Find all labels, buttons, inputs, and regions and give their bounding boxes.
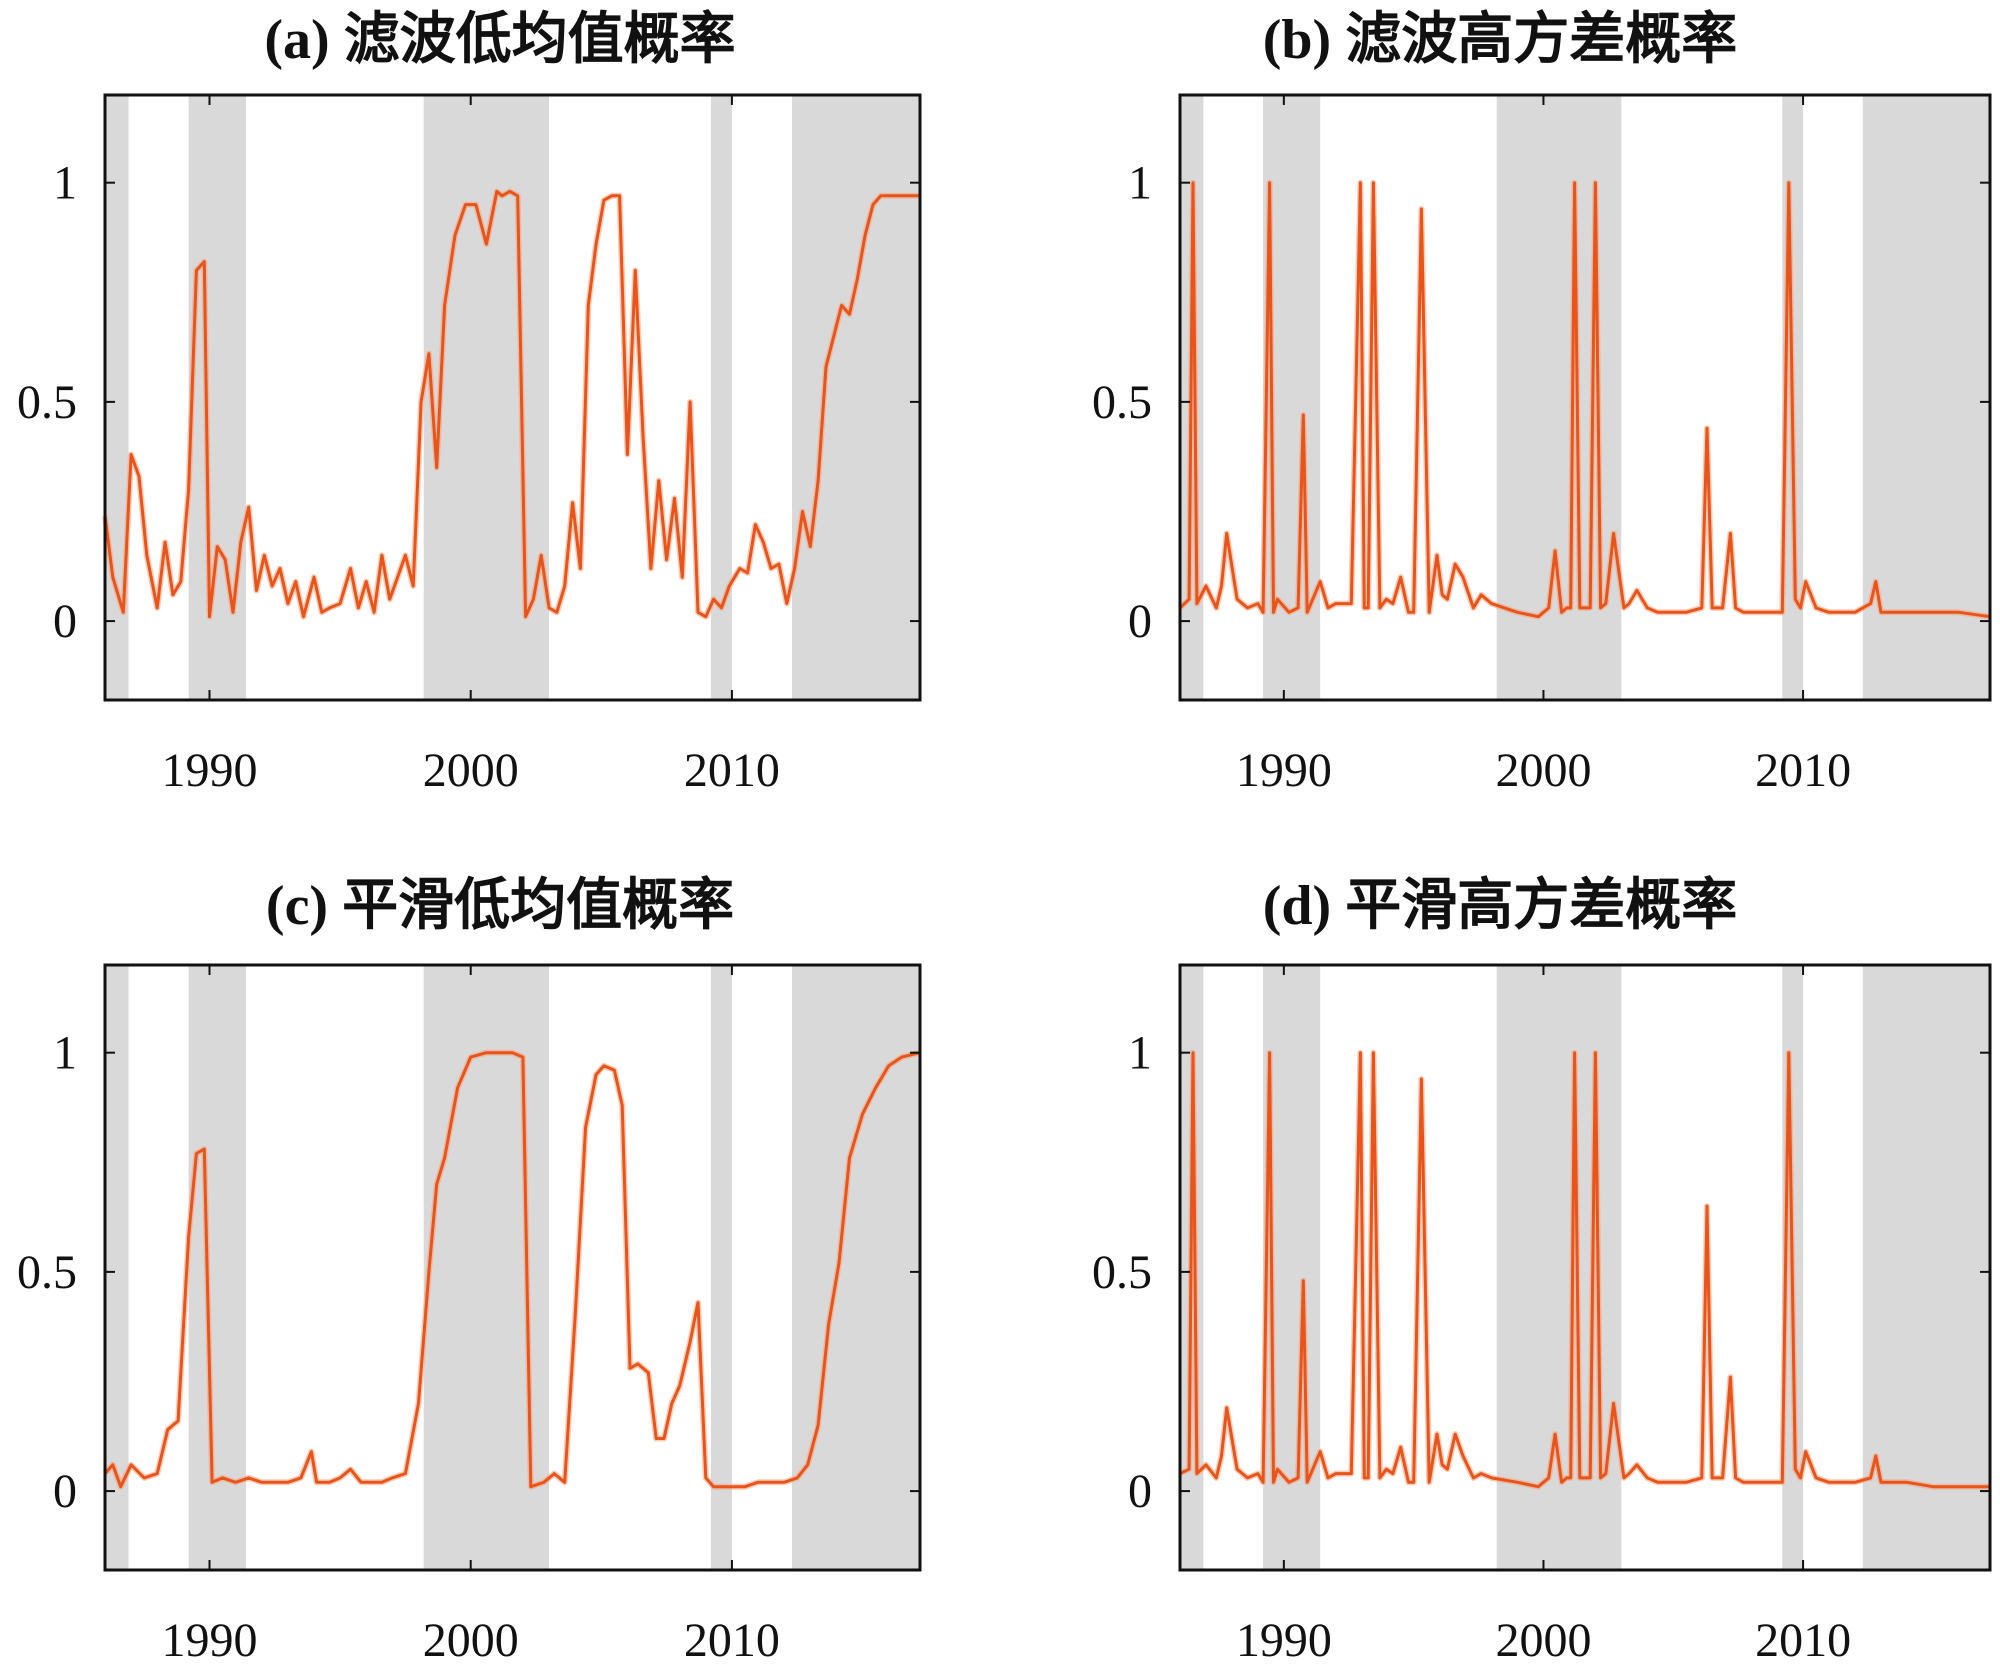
y-tick-label: 0 (1128, 1465, 1152, 1518)
x-tick-label: 2000 (1495, 744, 1591, 797)
chart-panel-b: (b) 滤波高方差概率 0 0.5 1 1990 2000 2010 (1070, 0, 2000, 820)
chart-panel-d: (d) 平滑高方差概率 0 0.5 1 1990 2000 2010 (1070, 840, 2000, 1664)
shaded-period-1 (188, 965, 247, 1570)
line-chart-a: 0 0.5 1 1990 2000 2010 (17, 93, 922, 797)
x-tick-label: 1990 (161, 1614, 257, 1664)
line-chart-b: 0 0.5 1 1990 2000 2010 (1092, 93, 1992, 797)
y-tick-label: 1 (53, 1027, 77, 1080)
line-chart-d: 0 0.5 1 1990 2000 2010 (1092, 963, 1992, 1664)
x-tick-label: 2010 (1755, 744, 1851, 797)
x-tick-label: 1990 (161, 744, 257, 797)
x-tick-label: 2000 (423, 1614, 519, 1664)
x-tick-label: 2010 (684, 1614, 780, 1664)
shaded-period-4 (1862, 95, 1990, 700)
series-line (103, 1051, 921, 1489)
y-tick-label: 0.5 (1092, 376, 1152, 429)
plot-frame (1178, 93, 1992, 702)
plot-frame (103, 963, 922, 1572)
shaded-period-4 (1862, 965, 1990, 1570)
shaded-period-0 (105, 965, 129, 1570)
y-tick-label: 0 (53, 595, 77, 648)
chart-title-b: (b) 滤波高方差概率 (1262, 9, 1738, 71)
x-tick-label: 2010 (1755, 1614, 1851, 1664)
chart-panel-a: (a) 滤波低均值概率 0 0.5 1 1990 2000 2010 (0, 0, 940, 820)
shaded-period-4 (792, 965, 920, 1570)
x-tick-label: 2000 (1495, 1614, 1591, 1664)
line-chart-c: 0 0.5 1 1990 2000 2010 (17, 963, 922, 1664)
series-line (1179, 1051, 1990, 1489)
plot-frame (1178, 963, 1992, 1572)
series-line (1178, 181, 1991, 619)
chart-title-d: (d) 平滑高方差概率 (1262, 875, 1738, 937)
y-tick-label: 0 (1128, 595, 1152, 648)
y-tick-label: 0.5 (17, 376, 77, 429)
y-tick-label: 1 (1128, 157, 1152, 210)
shaded-period-4 (792, 95, 920, 700)
y-tick-label: 1 (1128, 1027, 1152, 1080)
chart-title-c: (c) 平滑低均值概率 (265, 875, 735, 937)
y-tick-label: 0 (53, 1465, 77, 1518)
shaded-period-3 (711, 965, 732, 1570)
plot-frame (103, 93, 922, 702)
x-tick-label: 2000 (423, 744, 519, 797)
x-tick-label: 2010 (684, 744, 780, 797)
shaded-period-3 (711, 95, 732, 700)
series-line (103, 189, 920, 619)
x-tick-label: 1990 (1236, 1614, 1332, 1664)
y-tick-label: 0.5 (17, 1246, 77, 1299)
chart-title-a: (a) 滤波低均值概率 (264, 9, 736, 71)
y-tick-label: 1 (53, 157, 77, 210)
chart-panel-c: (c) 平滑低均值概率 0 0.5 1 1990 2000 2010 (0, 840, 940, 1664)
x-tick-label: 1990 (1236, 744, 1332, 797)
y-tick-label: 0.5 (1092, 1246, 1152, 1299)
shaded-period-1 (188, 95, 247, 700)
